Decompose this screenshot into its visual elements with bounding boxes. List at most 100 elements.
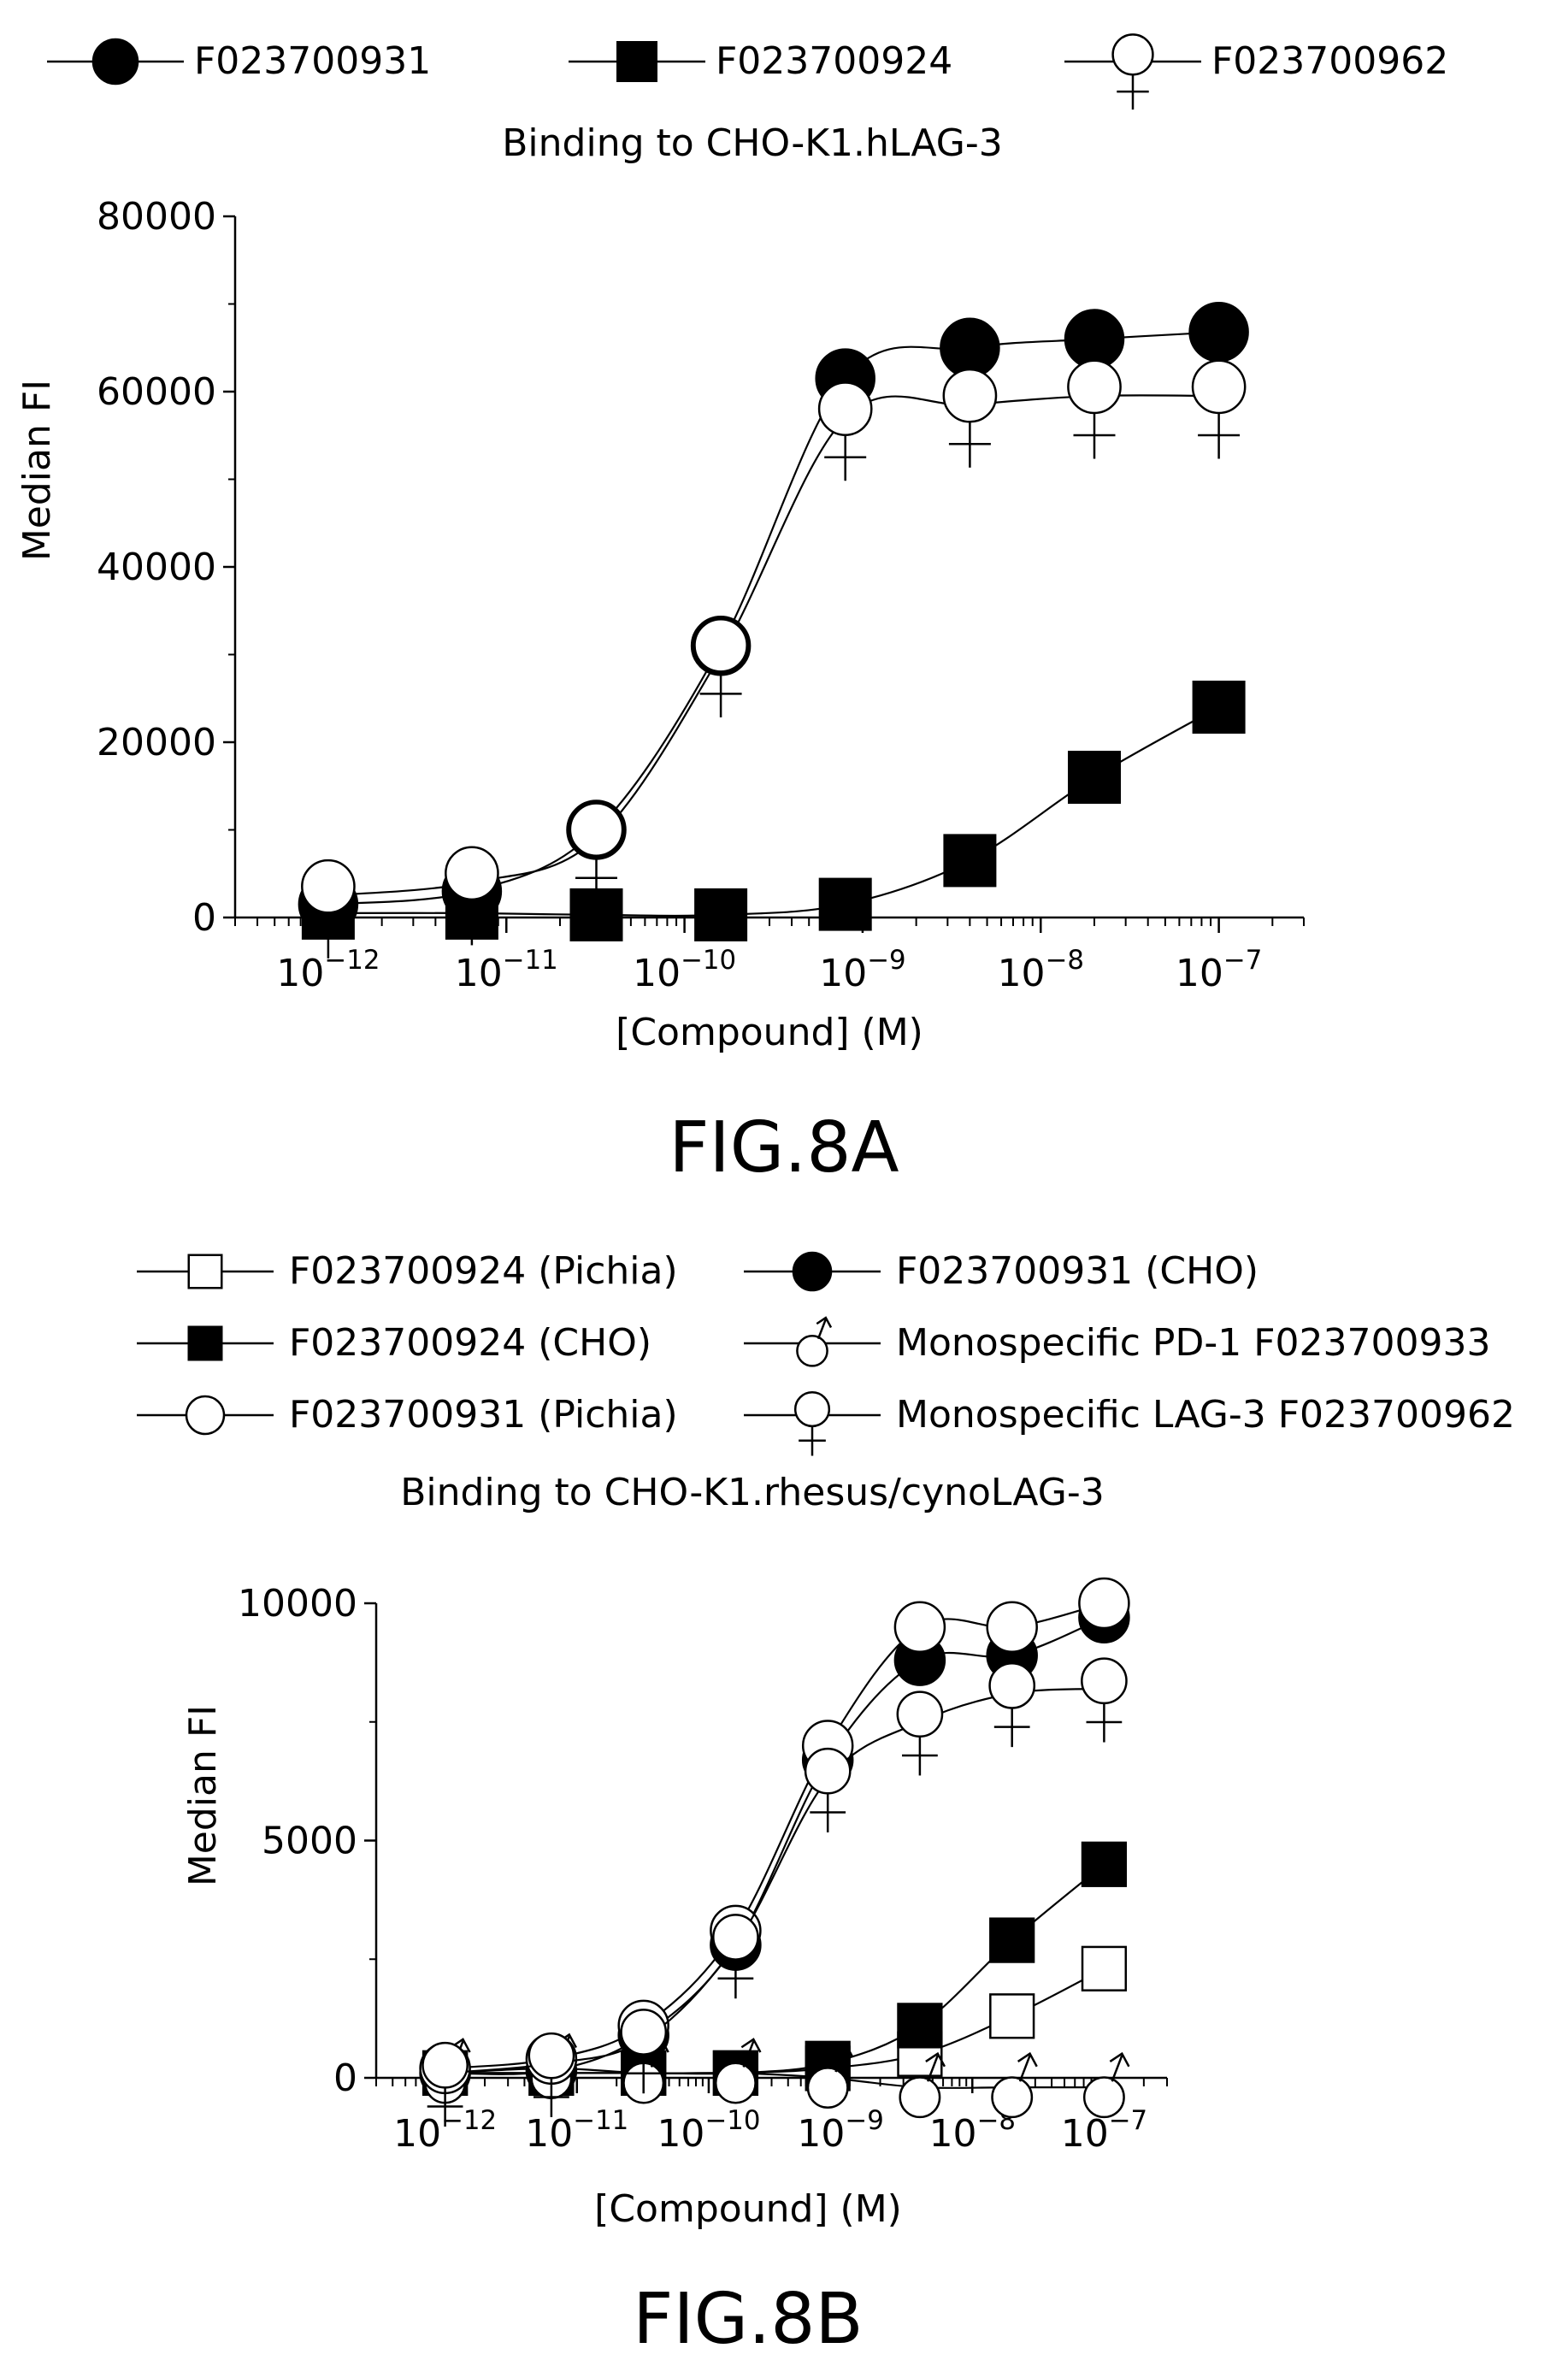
x-tick-label: 10−10 [657,2105,760,2156]
open-square-marker [187,1254,223,1289]
legend-item-1: F023700924 (Pichia) [137,1249,678,1293]
x-tick-label: 10−11 [455,945,558,995]
legend-label: F023700924 (Pichia) [289,1249,678,1293]
data-point [1192,681,1246,734]
data-point [896,1690,944,1776]
data-point [1188,302,1249,363]
data-point [445,846,499,946]
legend-8b: F023700924 (Pichia) F023700931 (CHO) F02… [137,1249,1515,1456]
data-point [1067,359,1122,459]
legend-item-3: F023700924 (CHO) [137,1321,651,1365]
data-point [943,834,997,888]
chart-title: Binding to CHO-K1.rhesus/cynoLAG-3 [400,1471,1104,1514]
data-point [989,1993,1035,2039]
legend-item-4: Monospecific PD-1 F023700933 [744,1316,1490,1367]
series-line [327,394,1219,897]
legend-item-6: Monospecific LAG-3 F023700962 [744,1391,1515,1456]
x-axis-label: [Compound] (M) [594,2187,902,2231]
y-tick-label: 5000 [262,1820,357,1863]
x-tick-label: 10−8 [998,945,1084,995]
y-tick-label: 0 [333,2056,357,2100]
legend-item-2: F023700931 (CHO) [744,1249,1259,1293]
data-point [804,1747,852,1832]
figure-label: FIG.8B [633,2279,863,2360]
filled-circle-marker [792,1251,833,1292]
data-point [893,1601,946,1654]
data-point [806,2042,854,2109]
data-point [569,802,624,902]
data-point [712,1914,759,1999]
legend-8a: F023700931 F023700924 F023700962 [47,33,1448,110]
data-point [620,2009,668,2094]
y-tick-label: 10000 [238,1582,357,1626]
data-point [528,2032,575,2117]
open-circle-marker [185,1395,226,1436]
y-tick-label: 40000 [97,546,216,589]
data-point [899,2051,946,2119]
y-tick-label: 60000 [97,370,216,414]
legend-label: F023700962 [1211,39,1448,83]
series-3 [301,359,1247,959]
data-point [897,2003,943,2049]
data-point [988,1662,1036,1748]
legend-label: F023700931 [194,39,431,83]
data-point [991,2051,1038,2119]
filled-circle-marker [91,38,139,86]
data-point [818,877,872,931]
legend-label: Monospecific PD-1 F023700933 [896,1321,1490,1365]
x-axis-label: [Compound] (M) [616,1011,923,1054]
legend-label: Monospecific LAG-3 F023700962 [896,1393,1515,1437]
data-point [989,1917,1035,1963]
mars-marker [796,1316,833,1367]
data-point [986,1601,1038,1654]
data-point [1082,2051,1130,2119]
x-tick-label: 10−7 [1061,2105,1147,2156]
data-point [421,2041,469,2127]
data-point [1081,1841,1128,1887]
data-point [1081,1657,1128,1743]
data-point [940,317,1000,379]
y-axis-label: Median FI [15,380,59,561]
series-6 [421,1657,1128,2127]
data-point [1064,309,1125,369]
x-tick-label: 10−10 [633,945,736,995]
legend-label: F023700924 (CHO) [289,1321,651,1365]
data-point [1068,751,1121,804]
series-line [327,331,1219,906]
filled-square-marker [616,41,657,82]
x-tick-label: 10−12 [393,2105,497,2156]
y-tick-label: 80000 [97,195,216,239]
data-point [1078,1577,1130,1630]
venus-marker [1111,33,1154,110]
data-point [1081,1945,1128,1991]
x-tick-label: 10−9 [819,945,905,995]
y-tick-label: 0 [192,896,216,940]
data-point [301,858,356,959]
data-point [1191,359,1247,459]
legend-item-3: F023700962 [1064,33,1448,110]
legend-label: F023700931 (CHO) [896,1249,1259,1293]
data-point [694,888,748,941]
x-tick-label: 10−7 [1176,945,1262,995]
legend-label: F023700931 (Pichia) [289,1393,678,1437]
y-axis-label: Median FI [181,1705,225,1886]
legend-label: F023700924 [716,39,952,83]
figure-8a: F023700931 F023700924 F023700962 Binding… [15,33,1448,1189]
venus-marker [793,1391,831,1456]
legend-item-2: F023700924 [569,39,952,83]
data-point [817,381,873,481]
legend-item-5: F023700931 (Pichia) [137,1393,678,1437]
filled-square-marker [187,1325,223,1361]
data-point [714,2038,762,2104]
legend-item-1: F023700931 [47,38,431,86]
x-tick-label: 10−12 [276,945,380,995]
x-tick-label: 10−9 [797,2105,883,2156]
x-tick-label: 10−11 [525,2105,628,2156]
data-point [693,617,748,717]
figure-8b: F023700924 (Pichia) F023700931 (CHO) F02… [137,1249,1515,2360]
figure-label: FIG.8A [669,1107,899,1189]
data-point [942,368,998,468]
